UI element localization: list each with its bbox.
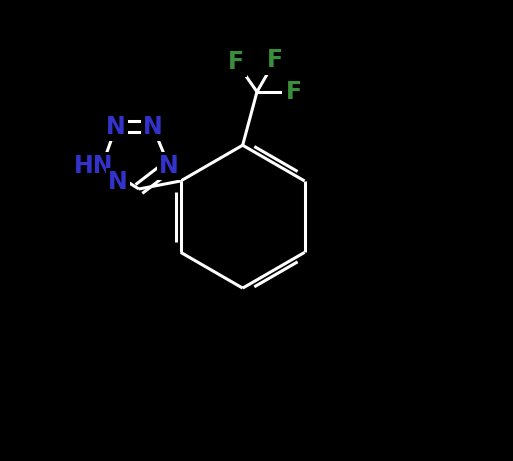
Text: HN: HN xyxy=(74,154,113,178)
Text: N: N xyxy=(143,115,163,139)
Text: N: N xyxy=(159,154,179,178)
Text: F: F xyxy=(228,50,244,74)
Text: F: F xyxy=(286,80,302,104)
Text: F: F xyxy=(267,48,284,72)
Text: N: N xyxy=(108,170,128,194)
Text: N: N xyxy=(106,115,126,139)
